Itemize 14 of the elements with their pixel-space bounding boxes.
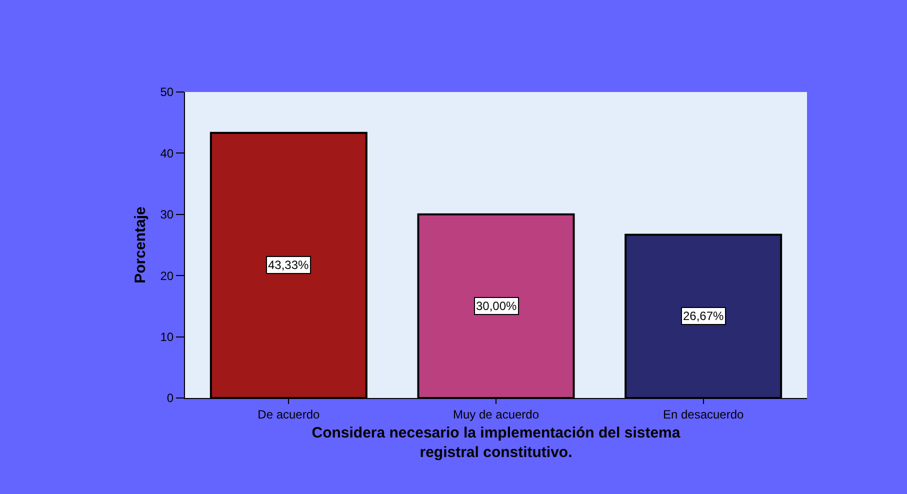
x-tick-label: De acuerdo — [258, 407, 320, 422]
x-axis-title: Considera necesario la implementación del sistema registral constitutivo. — [312, 424, 681, 461]
y-tick-label: 10 — [160, 330, 174, 344]
data-label: 30,00% — [476, 299, 518, 313]
y-tick-label: 40 — [160, 146, 174, 160]
x-tick-label: Muy de acuerdo — [452, 407, 540, 422]
y-tick-label: 50 — [160, 85, 174, 100]
y-tick-label: 0 — [166, 391, 174, 406]
data-label: 43,33% — [268, 258, 310, 272]
x-tick-label: En desacuerdo — [662, 407, 744, 422]
y-tick-label: 30 — [160, 208, 174, 222]
data-label: 26,67% — [683, 309, 724, 323]
y-tick-label: 20 — [160, 268, 174, 283]
y-axis-title: Porcentaje — [132, 206, 149, 284]
